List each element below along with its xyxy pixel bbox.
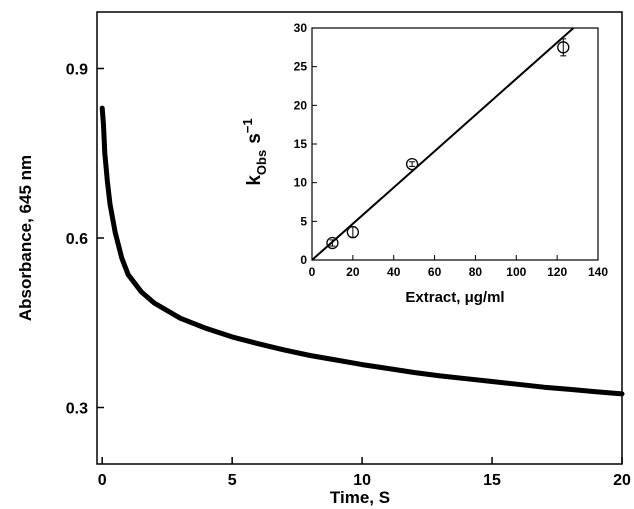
inset-y-axis-label: kObs s−1	[240, 118, 269, 185]
svg-text:kObss−1: kObs s−1	[240, 118, 269, 185]
inset-x-tick-label: 40	[387, 265, 401, 279]
inset-x-tick-label: 120	[547, 265, 567, 279]
main-y-tick-label: 0.6	[66, 231, 88, 248]
main-x-tick-label: 20	[613, 472, 631, 489]
main-x-axis-label: Time, S	[330, 488, 390, 507]
main-y-axis-label: Absorbance, 645 nm	[16, 155, 35, 321]
inset-x-tick-label: 20	[346, 265, 360, 279]
inset-x-tick-label: 140	[588, 265, 608, 279]
inset-y-label-exp: −1	[240, 118, 255, 133]
data-point	[557, 41, 570, 54]
inset-plot: 0 20 40 60 80 100 120 140 0 5 10 15 20 25 30 Extract,…	[240, 21, 608, 306]
main-plot: 0 5 10 15 20 0.3 0.6 0.9 Time, S Absorbance, 6…	[16, 11, 631, 507]
inset-y-label-main: k	[244, 175, 265, 186]
inset-background	[312, 28, 598, 260]
inset-y-tick-label: 5	[300, 214, 307, 228]
data-point	[326, 236, 339, 250]
main-series	[99, 105, 625, 397]
inset-x-tick-label: 60	[428, 265, 442, 279]
inset-y-tick-label: 10	[294, 176, 308, 190]
main-y-tick-label: 0.3	[66, 401, 88, 418]
main-x-tick-label: 15	[483, 472, 501, 489]
main-x-tick-label: 5	[228, 472, 237, 489]
data-point	[405, 157, 419, 171]
fit-line	[311, 27, 575, 261]
inset-y-tick-label: 20	[294, 98, 308, 112]
inset-series	[311, 27, 575, 261]
main-x-axis: 0 5 10 15 20	[98, 457, 631, 489]
main-x-tick-label: 0	[98, 472, 107, 489]
inset-y-tick-label: 0	[300, 253, 307, 267]
inset-x-axis: 0 20 40 60 80 100 120 140	[309, 255, 608, 279]
inset-y-label-unit: s	[244, 133, 265, 144]
inset-x-tick-label: 100	[506, 265, 526, 279]
main-y-axis: 0.3 0.6 0.9	[66, 62, 104, 418]
inset-x-tick-label: 0	[309, 265, 316, 279]
inset-y-label-sub: Obs	[254, 150, 269, 175]
inset-x-tick-label: 80	[469, 265, 483, 279]
inset-y-tick-label: 15	[294, 137, 308, 151]
inset-y-tick-label: 30	[294, 21, 308, 35]
data-point	[346, 226, 360, 239]
main-x-tick-label: 10	[353, 472, 371, 489]
inset-x-axis-label: Extract, μg/ml	[405, 289, 504, 306]
decay-curve	[99, 105, 625, 397]
inset-y-axis: 0 5 10 15 20 25 30	[294, 21, 317, 267]
main-y-tick-label: 0.9	[66, 62, 88, 79]
inset-y-tick-label: 25	[294, 60, 308, 74]
